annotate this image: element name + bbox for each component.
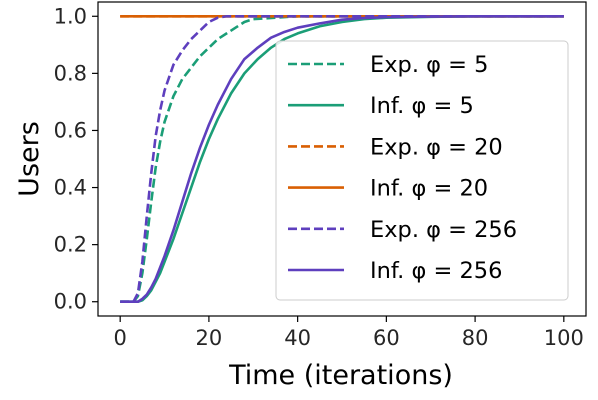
series-layer <box>120 14 564 304</box>
y-tick-label: 0.2 <box>54 233 87 257</box>
legend: Exp. φ = 5 Inf. φ = 5 Exp. φ = 20 Inf. φ = … <box>275 40 569 301</box>
x-tick-label: 0 <box>113 326 126 350</box>
x-tick-label: 60 <box>373 326 400 350</box>
y-axis: 0.0 0.2 0.4 0.6 0.8 1.0 <box>54 4 98 314</box>
x-tick-label: 40 <box>284 326 311 350</box>
x-axis: 0 20 40 60 80 100 <box>113 316 584 350</box>
legend-label-3: Inf. φ = 20 <box>370 176 488 202</box>
x-tick-label: 80 <box>462 326 489 350</box>
legend-label-4: Exp. φ = 256 <box>370 217 517 243</box>
legend-label-5: Inf. φ = 256 <box>370 258 502 284</box>
legend-label-0: Exp. φ = 5 <box>370 52 488 78</box>
y-tick-label: 0.0 <box>54 290 87 314</box>
series-line-4 <box>120 14 564 304</box>
legend-label-2: Exp. φ = 20 <box>370 134 503 160</box>
y-tick-label: 1.0 <box>54 4 87 28</box>
x-tick-label: 20 <box>196 326 223 350</box>
legend-label-1: Inf. φ = 5 <box>370 93 474 119</box>
x-axis-title: Time (iterations) <box>228 360 453 391</box>
y-tick-label: 0.4 <box>54 176 87 200</box>
x-tick-label: 100 <box>544 326 584 350</box>
y-tick-label: 0.6 <box>54 118 87 142</box>
legend-frame <box>275 40 569 301</box>
y-axis-title: Users <box>14 121 45 197</box>
y-tick-label: 0.8 <box>54 61 87 85</box>
series-line-5 <box>120 14 564 304</box>
